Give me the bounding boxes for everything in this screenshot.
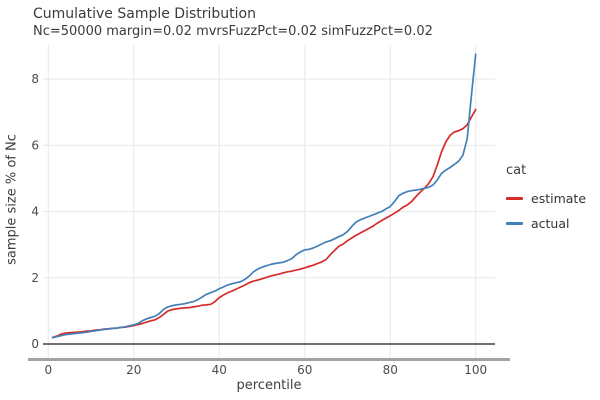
y-tick-label: 8 — [31, 72, 39, 86]
x-tick-label: 60 — [297, 363, 312, 377]
chart-subtitle: Nc=50000 margin=0.02 mvrsFuzzPct=0.02 si… — [33, 24, 433, 39]
estimate-line — [51, 108, 477, 339]
estimate-line-key-icon — [506, 197, 523, 200]
x-tick-label: 20 — [126, 363, 141, 377]
actual-line — [51, 53, 477, 339]
y-tick-label: 4 — [31, 205, 39, 219]
x-tick-label: 100 — [464, 363, 487, 377]
x-tick-label: 0 — [44, 363, 52, 377]
legend-label-actual: actual — [531, 216, 570, 231]
y-axis-title: sample size % of Nc — [4, 134, 20, 265]
y-tick-label: 0 — [31, 337, 39, 351]
chart-title: Cumulative Sample Distribution — [33, 6, 256, 22]
x-tick-label: 80 — [383, 363, 398, 377]
y-tick-label: 6 — [31, 138, 39, 152]
actual-line-key-icon — [506, 222, 523, 225]
legend: cat estimate actual — [506, 163, 586, 241]
y-tick-label: 2 — [31, 271, 39, 285]
x-axis-title: percentile — [236, 378, 302, 393]
x-tick-label: 40 — [212, 363, 227, 377]
legend-title: cat — [506, 163, 527, 178]
legend-label-estimate: estimate — [531, 191, 587, 206]
legend-item-actual: actual — [506, 216, 586, 231]
legend-item-estimate: estimate — [506, 191, 586, 206]
